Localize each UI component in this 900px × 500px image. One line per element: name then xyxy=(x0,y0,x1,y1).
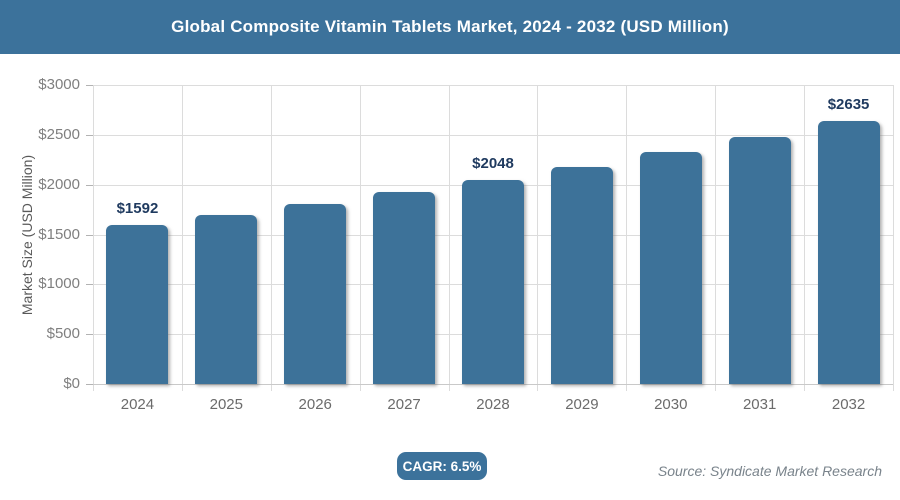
gridline-vertical xyxy=(893,85,894,391)
y-tick-mark xyxy=(86,334,93,336)
bar-2026 xyxy=(284,204,347,384)
x-axis-label: 2028 xyxy=(476,396,510,413)
y-tick-label: $500 xyxy=(46,325,80,343)
bar-2031 xyxy=(728,137,791,384)
y-tick-label: $1500 xyxy=(38,225,80,243)
bar-2029 xyxy=(550,166,613,384)
bar-value-label: $2635 xyxy=(827,96,870,114)
y-tick-label: $1000 xyxy=(38,275,80,293)
gridline-horizontal xyxy=(93,85,893,86)
gridline-vertical xyxy=(804,85,806,391)
y-tick-mark xyxy=(86,284,93,286)
y-tick-mark xyxy=(86,134,93,136)
chart-plot-region: Market Size (USD Million) $0 $500 $1000 $15… xyxy=(0,54,900,444)
x-axis-label: 2029 xyxy=(565,396,599,413)
bar-value-label: $1592 xyxy=(116,200,159,218)
x-axis-line xyxy=(93,384,893,385)
gridline-vertical xyxy=(181,85,183,391)
bar-2027 xyxy=(373,192,436,384)
cagr-badge-label: CAGR: 6.5% xyxy=(402,458,482,474)
x-axis-label: 2030 xyxy=(654,396,688,413)
gridline-vertical xyxy=(626,85,628,391)
gridline-vertical xyxy=(537,85,539,391)
gridline-horizontal xyxy=(93,134,893,136)
y-tick-label: $3000 xyxy=(38,76,80,93)
y-tick-mark xyxy=(86,184,93,186)
x-axis-label: 2031 xyxy=(742,396,777,413)
y-tick-label: $2500 xyxy=(38,125,80,143)
bar-2032 xyxy=(817,121,880,384)
y-tick-label: $0 xyxy=(63,375,80,392)
bar-2025 xyxy=(195,215,258,384)
gridline-vertical xyxy=(359,85,361,391)
x-axis-label: 2025 xyxy=(209,396,243,413)
y-tick-mark xyxy=(86,85,93,86)
source-attribution: Source: Syndicate Market Research xyxy=(657,463,882,479)
x-axis-label: 2032 xyxy=(831,396,866,413)
bar-2028 xyxy=(462,179,524,384)
x-axis-label: 2026 xyxy=(298,396,332,413)
y-tick-mark xyxy=(86,384,93,385)
y-tick-mark xyxy=(86,234,93,236)
cagr-badge: CAGR: 6.5% xyxy=(397,452,487,480)
gridline-vertical xyxy=(715,85,717,391)
bar-2024 xyxy=(106,225,169,384)
y-tick-label: $2000 xyxy=(38,175,80,193)
bar-2030 xyxy=(639,152,702,384)
x-axis-label: 2027 xyxy=(387,396,421,413)
gridline-vertical xyxy=(93,85,94,391)
x-axis-label: 2024 xyxy=(120,396,155,413)
chart-title: Global Composite Vitamin Tablets Market,… xyxy=(171,17,729,36)
bar-value-label: $2048 xyxy=(472,154,514,172)
gridline-vertical xyxy=(270,85,272,391)
chart-title-bar: Global Composite Vitamin Tablets Market,… xyxy=(0,0,900,54)
gridline-vertical xyxy=(448,85,450,391)
